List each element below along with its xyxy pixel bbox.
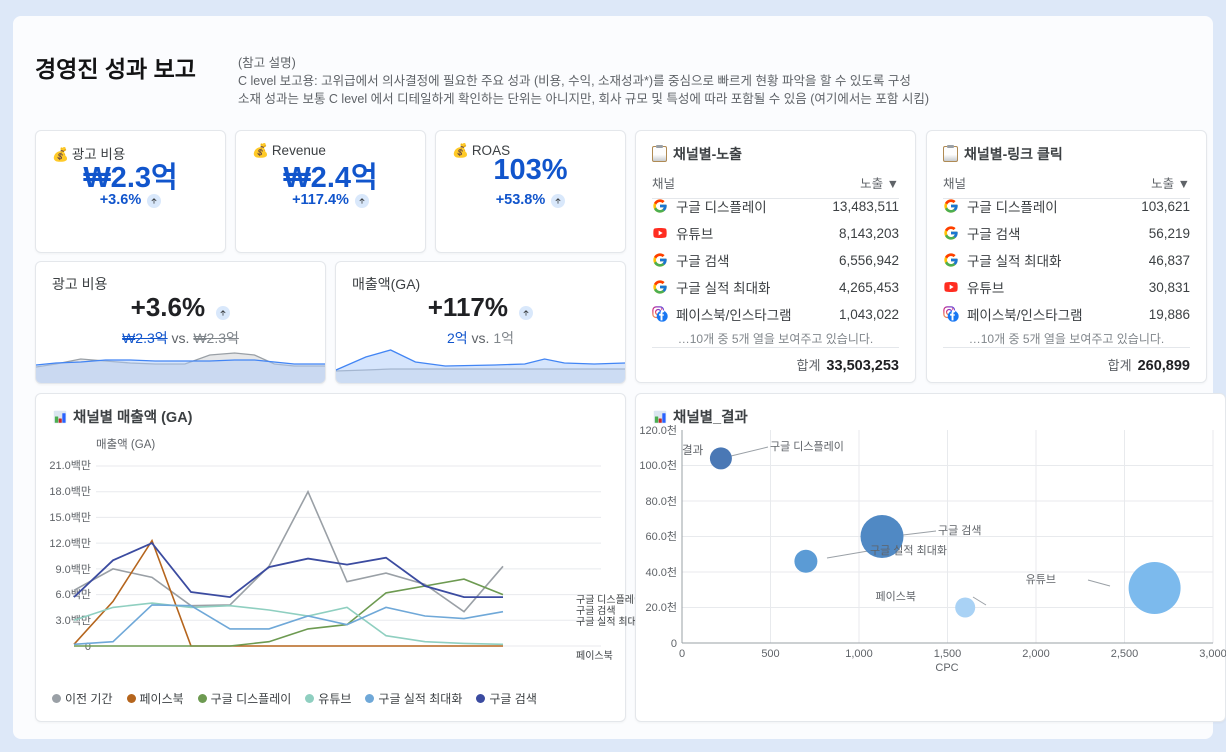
svg-text:9.0백만: 9.0백만 <box>55 563 91 576</box>
svg-text:20.0천: 20.0천 <box>645 600 677 614</box>
svg-text:페이스북: 페이스북 <box>876 590 916 603</box>
svg-text:3,000: 3,000 <box>1199 648 1226 660</box>
svg-text:21.0백만: 21.0백만 <box>49 459 91 472</box>
svg-text:6.0백만: 6.0백만 <box>55 588 91 601</box>
svg-text:구글 디스플레이: 구글 디스플레이 <box>770 440 844 453</box>
svg-text:60.0천: 60.0천 <box>645 529 677 543</box>
svg-text:12.0백만: 12.0백만 <box>49 537 91 550</box>
svg-text:유튜브: 유튜브 <box>1026 573 1056 586</box>
svg-text:0: 0 <box>671 638 677 650</box>
svg-text:구글 실적 최대화: 구글 실적 최대화 <box>870 544 947 557</box>
svg-text:80.0천: 80.0천 <box>645 494 677 508</box>
svg-text:120.0천: 120.0천 <box>639 423 677 437</box>
svg-text:500: 500 <box>761 648 779 660</box>
svg-text:18.0백만: 18.0백만 <box>49 485 91 498</box>
svg-text:40.0천: 40.0천 <box>645 565 677 579</box>
svg-text:2,000: 2,000 <box>1022 648 1050 660</box>
svg-text:15.0백만: 15.0백만 <box>49 511 91 524</box>
svg-text:2,500: 2,500 <box>1111 648 1139 660</box>
svg-text:구글 검색: 구글 검색 <box>938 524 982 537</box>
svg-text:100.0천: 100.0천 <box>639 458 677 472</box>
svg-text:1,500: 1,500 <box>934 648 962 660</box>
svg-text:CPC: CPC <box>935 662 958 674</box>
svg-text:1,000: 1,000 <box>845 648 873 660</box>
svg-text:0: 0 <box>679 648 685 660</box>
